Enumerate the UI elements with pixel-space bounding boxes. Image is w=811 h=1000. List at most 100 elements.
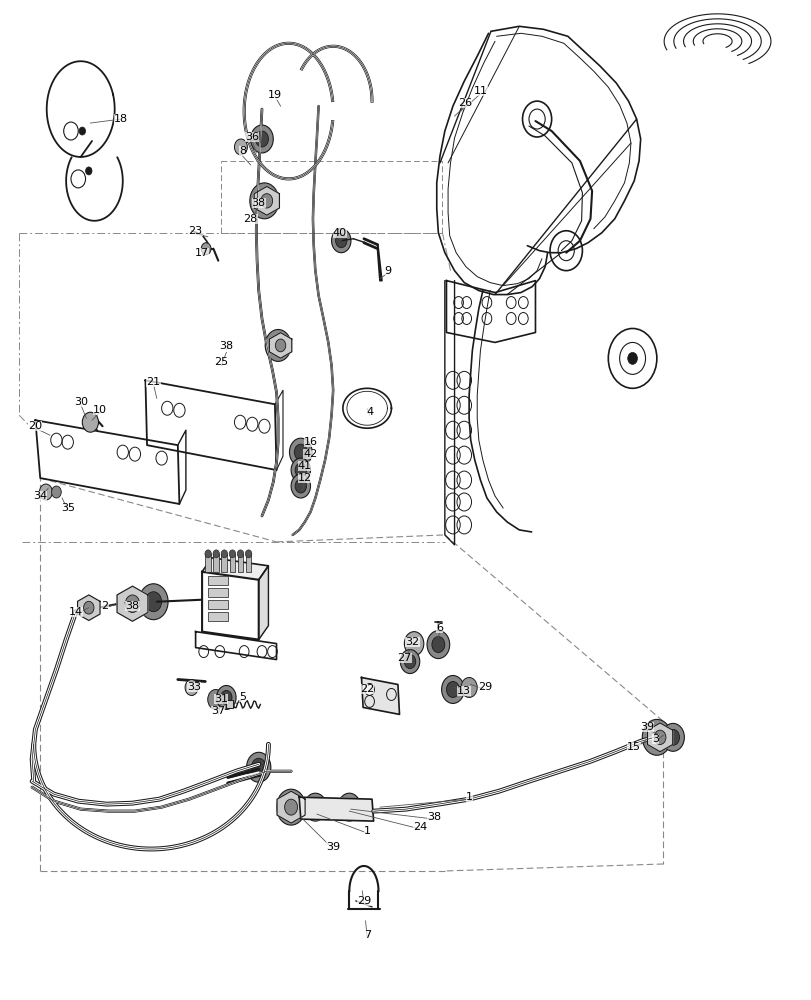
- Circle shape: [265, 329, 290, 361]
- Circle shape: [221, 550, 227, 558]
- Text: 9: 9: [384, 266, 391, 276]
- Polygon shape: [269, 333, 291, 358]
- Circle shape: [666, 729, 679, 745]
- Bar: [208, 576, 228, 585]
- Bar: [238, 554, 243, 572]
- Text: 40: 40: [333, 228, 346, 238]
- Text: 29: 29: [478, 682, 491, 692]
- Circle shape: [208, 689, 224, 709]
- Polygon shape: [646, 723, 672, 752]
- Circle shape: [290, 474, 310, 498]
- Circle shape: [217, 685, 236, 709]
- Circle shape: [342, 799, 355, 815]
- Circle shape: [79, 127, 85, 135]
- Text: 28: 28: [243, 214, 257, 224]
- Text: 5: 5: [238, 692, 246, 702]
- Circle shape: [85, 167, 92, 175]
- Circle shape: [431, 637, 444, 653]
- Text: 24: 24: [413, 822, 427, 832]
- Polygon shape: [202, 558, 268, 580]
- Text: 26: 26: [457, 98, 471, 108]
- Circle shape: [247, 752, 271, 782]
- Circle shape: [125, 595, 139, 612]
- Bar: [205, 554, 211, 572]
- Text: 12: 12: [298, 473, 311, 483]
- Circle shape: [250, 183, 279, 219]
- Circle shape: [335, 234, 346, 248]
- Text: 19: 19: [268, 90, 281, 100]
- Circle shape: [400, 650, 419, 674]
- Circle shape: [294, 463, 306, 477]
- Text: 41: 41: [298, 461, 311, 471]
- Circle shape: [441, 676, 464, 703]
- Text: 38: 38: [125, 601, 139, 611]
- Text: 21: 21: [146, 377, 161, 387]
- Text: 18: 18: [114, 114, 128, 124]
- Circle shape: [212, 550, 219, 558]
- Circle shape: [275, 339, 285, 352]
- Text: 16: 16: [303, 437, 317, 447]
- Text: 13: 13: [457, 686, 470, 696]
- Text: 34: 34: [33, 491, 47, 501]
- Circle shape: [229, 550, 235, 558]
- Text: 30: 30: [74, 397, 88, 407]
- Circle shape: [294, 444, 307, 460]
- Text: 38: 38: [219, 341, 233, 351]
- Bar: [246, 554, 251, 572]
- Circle shape: [251, 758, 266, 776]
- Polygon shape: [361, 678, 399, 714]
- Text: 38: 38: [251, 198, 265, 208]
- Text: 11: 11: [474, 86, 487, 96]
- Text: 35: 35: [61, 503, 75, 513]
- Polygon shape: [117, 586, 148, 621]
- Text: 4: 4: [366, 407, 373, 417]
- Circle shape: [251, 125, 273, 153]
- Circle shape: [204, 550, 211, 558]
- Circle shape: [290, 458, 310, 482]
- Circle shape: [145, 592, 161, 612]
- Bar: [213, 554, 219, 572]
- Circle shape: [303, 793, 326, 821]
- Circle shape: [271, 336, 285, 354]
- Text: 39: 39: [326, 842, 340, 852]
- Circle shape: [283, 797, 298, 817]
- Circle shape: [237, 550, 243, 558]
- Circle shape: [294, 479, 306, 493]
- Circle shape: [446, 681, 459, 697]
- Circle shape: [661, 723, 684, 751]
- Bar: [226, 700, 233, 708]
- Text: 1: 1: [363, 826, 370, 836]
- Circle shape: [277, 789, 305, 825]
- Circle shape: [139, 584, 168, 620]
- Text: 29: 29: [356, 896, 371, 906]
- Circle shape: [245, 550, 251, 558]
- Circle shape: [404, 632, 423, 656]
- Circle shape: [185, 680, 198, 695]
- Text: 32: 32: [405, 637, 419, 647]
- Circle shape: [427, 631, 449, 659]
- Text: 37: 37: [211, 706, 225, 716]
- Circle shape: [260, 194, 272, 208]
- Circle shape: [285, 799, 297, 815]
- Text: 23: 23: [188, 226, 203, 236]
- Circle shape: [82, 412, 98, 432]
- Bar: [221, 554, 227, 572]
- Text: 25: 25: [214, 357, 228, 367]
- Polygon shape: [78, 595, 100, 620]
- Text: 1: 1: [465, 792, 472, 802]
- Text: 2: 2: [101, 601, 109, 611]
- Circle shape: [648, 727, 664, 747]
- Circle shape: [337, 793, 360, 821]
- Text: 6: 6: [436, 623, 443, 633]
- Polygon shape: [298, 797, 373, 821]
- Circle shape: [84, 601, 94, 614]
- Circle shape: [255, 131, 268, 147]
- Text: 22: 22: [359, 684, 374, 694]
- Text: 39: 39: [639, 722, 654, 732]
- Text: 8: 8: [238, 146, 246, 156]
- Circle shape: [461, 678, 477, 697]
- Circle shape: [234, 139, 247, 155]
- Polygon shape: [254, 186, 279, 215]
- Circle shape: [201, 243, 211, 255]
- Text: 17: 17: [195, 248, 209, 258]
